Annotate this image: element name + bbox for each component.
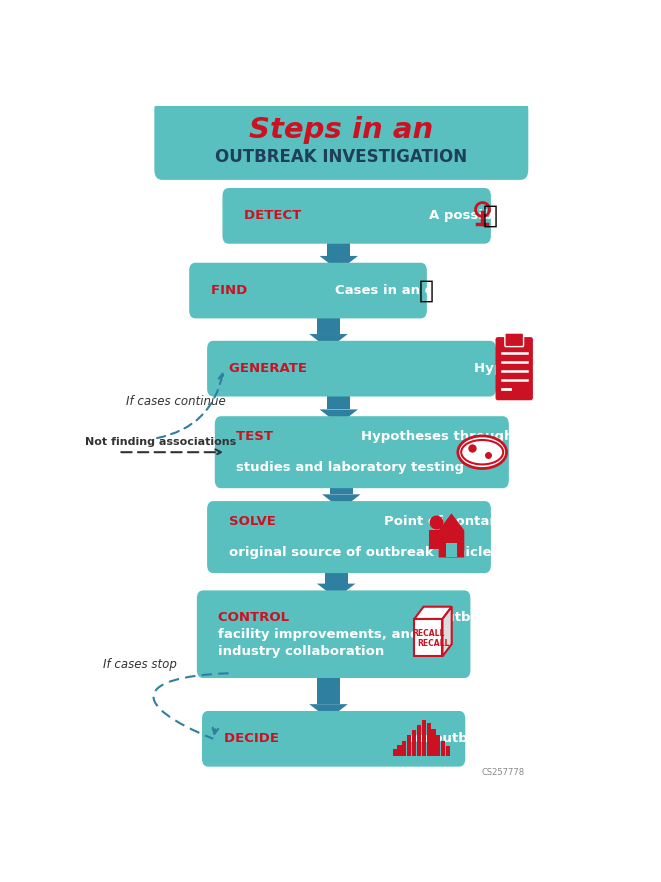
Polygon shape [309, 704, 348, 719]
Text: Point of contamination and: Point of contamination and [383, 515, 588, 528]
Text: Not finding associations: Not finding associations [85, 437, 237, 447]
Text: 🔍: 🔍 [418, 279, 434, 303]
Text: Hypotheses through interviews: Hypotheses through interviews [474, 363, 661, 375]
Bar [412, 730, 416, 756]
FancyBboxPatch shape [155, 100, 528, 180]
Text: facility improvements, and: facility improvements, and [218, 628, 420, 640]
Ellipse shape [458, 436, 506, 468]
Text: SOLVE: SOLVE [229, 515, 280, 528]
FancyBboxPatch shape [505, 333, 524, 347]
Text: CONTROL: CONTROL [218, 610, 294, 624]
Bar [407, 736, 411, 756]
FancyBboxPatch shape [189, 263, 427, 318]
Text: DECIDE: DECIDE [223, 732, 283, 745]
Polygon shape [439, 513, 464, 557]
Bar [426, 723, 431, 756]
Polygon shape [442, 607, 451, 656]
Text: Outbreak through recalls,: Outbreak through recalls, [434, 610, 627, 624]
Polygon shape [309, 334, 348, 349]
Bar [446, 746, 450, 756]
Text: RECALL: RECALL [417, 639, 449, 647]
FancyBboxPatch shape [207, 501, 491, 573]
Text: Hypotheses through analytic: Hypotheses through analytic [361, 430, 578, 443]
Polygon shape [430, 530, 443, 549]
FancyBboxPatch shape [317, 669, 340, 704]
FancyBboxPatch shape [327, 388, 350, 409]
Text: A possible outbreak: A possible outbreak [429, 209, 579, 222]
Bar [422, 721, 426, 756]
Text: industry collaboration: industry collaboration [218, 645, 385, 658]
FancyBboxPatch shape [197, 590, 471, 678]
FancyBboxPatch shape [496, 337, 533, 400]
Text: TEST: TEST [237, 430, 278, 443]
Polygon shape [319, 409, 358, 424]
FancyBboxPatch shape [223, 188, 491, 243]
Bar [436, 736, 440, 756]
FancyBboxPatch shape [325, 565, 348, 584]
Text: original source of outbreak vehicle: original source of outbreak vehicle [229, 546, 491, 559]
Text: Steps in an: Steps in an [249, 116, 434, 144]
Text: OUTBREAK INVESTIGATION: OUTBREAK INVESTIGATION [215, 147, 467, 166]
Text: FIND: FIND [211, 284, 252, 297]
FancyBboxPatch shape [317, 310, 340, 334]
Text: An outbreak is over: An outbreak is over [408, 732, 556, 745]
FancyBboxPatch shape [330, 480, 353, 494]
Text: Cases in an outbreak: Cases in an outbreak [336, 284, 493, 297]
Bar [403, 741, 407, 756]
FancyBboxPatch shape [446, 542, 457, 557]
Text: RECALL: RECALL [412, 629, 445, 638]
Bar [397, 745, 401, 756]
FancyBboxPatch shape [207, 340, 496, 397]
Polygon shape [414, 619, 442, 656]
Text: studies and laboratory testing: studies and laboratory testing [237, 461, 464, 475]
Polygon shape [414, 607, 451, 619]
Text: GENERATE: GENERATE [229, 363, 311, 375]
Text: If cases continue: If cases continue [126, 395, 226, 407]
Text: DETECT: DETECT [244, 209, 306, 222]
Bar [417, 724, 421, 756]
FancyBboxPatch shape [215, 416, 509, 489]
FancyBboxPatch shape [327, 235, 350, 256]
Text: If cases stop: If cases stop [103, 658, 177, 670]
Polygon shape [319, 256, 358, 271]
FancyBboxPatch shape [202, 711, 465, 766]
Polygon shape [317, 584, 356, 599]
Bar [432, 729, 436, 756]
Text: CS257778: CS257778 [481, 768, 524, 777]
Bar [442, 741, 446, 756]
Polygon shape [322, 494, 360, 509]
Text: 🔬: 🔬 [483, 204, 497, 228]
Bar [393, 749, 397, 756]
Ellipse shape [461, 440, 503, 465]
